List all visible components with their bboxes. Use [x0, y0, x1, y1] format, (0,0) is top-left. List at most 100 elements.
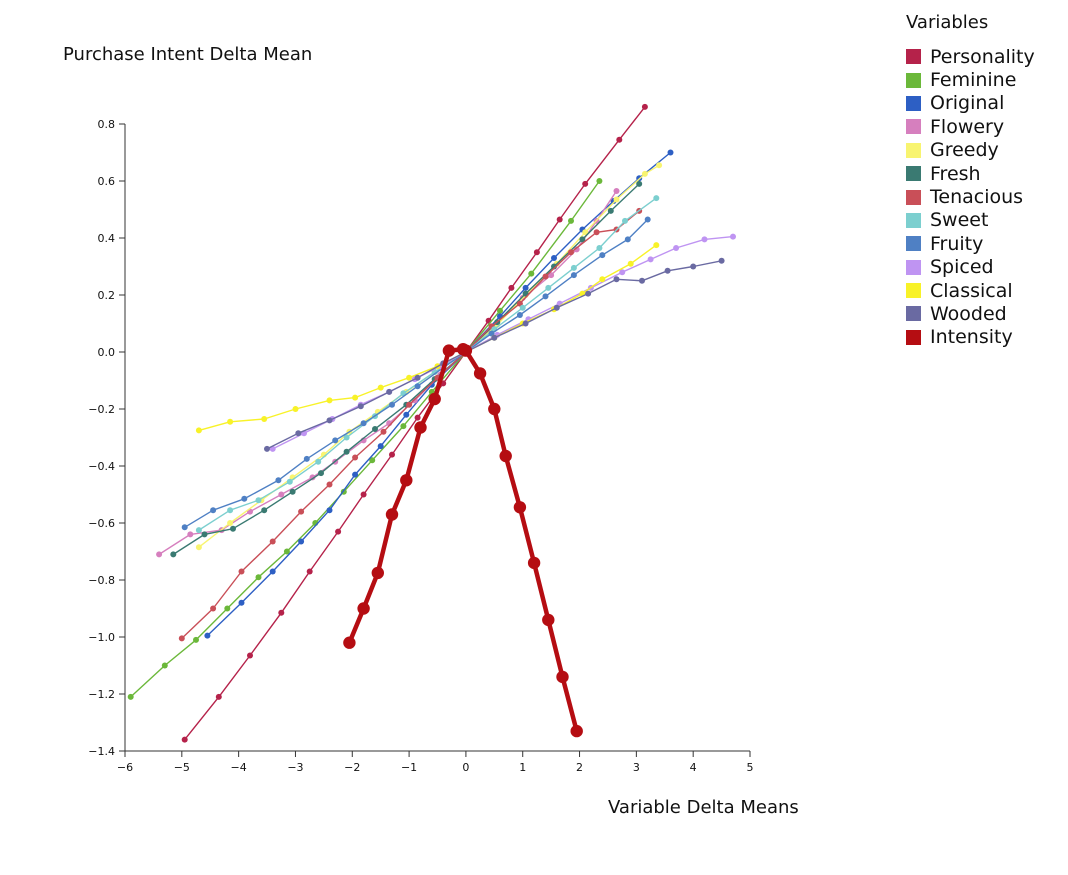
- y-tick-label: −0.2: [88, 403, 115, 416]
- series-sweet: [195, 195, 660, 534]
- data-point-personality: [181, 736, 188, 743]
- data-point-intensity: [442, 344, 456, 357]
- data-point-tenacious: [593, 229, 600, 236]
- data-point-intensity: [357, 602, 370, 615]
- y-tick: −1.2: [88, 688, 125, 701]
- x-tick: −1: [401, 751, 417, 774]
- data-point-intensity: [570, 724, 583, 738]
- legend-title: Variables: [906, 12, 989, 33]
- data-point-personality: [582, 180, 589, 187]
- data-point-spiced: [701, 236, 708, 243]
- data-point-wooded: [491, 334, 498, 341]
- legend-swatch: [906, 329, 921, 345]
- y-tick: −0.4: [88, 460, 125, 473]
- x-tick: 4: [690, 751, 697, 774]
- y-tick-label: −0.8: [88, 574, 115, 587]
- data-point-classical: [227, 418, 234, 425]
- data-point-original: [377, 443, 384, 450]
- y-tick-label: −0.4: [88, 460, 115, 473]
- data-point-tenacious: [178, 635, 185, 642]
- data-point-flowery: [278, 491, 285, 498]
- data-point-wooded: [718, 257, 725, 264]
- y-tick-label: −1.0: [88, 631, 115, 644]
- x-tick: 2: [576, 751, 583, 774]
- data-point-classical: [653, 242, 660, 249]
- data-point-original: [403, 411, 410, 418]
- data-point-feminine: [255, 574, 262, 581]
- x-tick: 1: [519, 751, 526, 774]
- data-point-feminine: [161, 662, 168, 669]
- data-point-feminine: [369, 457, 376, 464]
- legend-label: Fresh: [930, 162, 981, 185]
- data-point-intensity: [343, 636, 356, 649]
- data-point-sweet: [653, 195, 660, 202]
- data-point-classical: [195, 427, 202, 434]
- x-tick: −3: [287, 751, 304, 774]
- series-line-tenacious: [181, 210, 640, 639]
- data-point-feminine: [193, 636, 199, 643]
- data-point-tenacious: [238, 568, 245, 575]
- x-tick-label: 5: [747, 761, 754, 774]
- legend-label: Greedy: [930, 139, 999, 162]
- data-point-sweet: [343, 434, 350, 441]
- data-point-fresh: [343, 448, 350, 455]
- legend-item-fruity: Fruity: [906, 232, 1035, 255]
- data-point-fresh: [579, 236, 586, 243]
- data-point-greedy: [227, 520, 234, 526]
- legend-label: Original: [930, 92, 1005, 115]
- x-tick: 0: [462, 751, 469, 774]
- y-axis-label: Purchase Intent Delta Mean: [63, 44, 313, 65]
- data-point-wooded: [357, 403, 364, 410]
- data-point-fresh: [607, 207, 614, 214]
- x-tick-label: −1: [401, 761, 417, 774]
- data-point-original: [326, 507, 333, 514]
- data-point-wooded: [326, 417, 333, 424]
- data-point-wooded: [386, 388, 393, 395]
- legend-swatch: [906, 236, 921, 252]
- data-point-personality: [641, 103, 648, 110]
- legend-label: Intensity: [930, 326, 1013, 349]
- data-point-greedy: [641, 170, 648, 177]
- series-line-intensity: [347, 346, 579, 732]
- data-point-fruity: [542, 293, 549, 300]
- data-point-feminine: [568, 217, 574, 224]
- data-point-tenacious: [568, 249, 574, 256]
- series-line-sweet: [198, 197, 657, 531]
- y-tick: 0.6: [98, 175, 125, 188]
- data-point-fresh: [170, 551, 177, 558]
- data-point-flowery: [187, 531, 194, 538]
- data-point-original: [352, 471, 359, 478]
- data-point-wooded: [264, 445, 270, 452]
- x-tick-label: −2: [344, 761, 360, 774]
- data-point-feminine: [596, 178, 603, 184]
- x-tick-label: −6: [117, 761, 133, 774]
- legend: Variables Personality Feminine Original Flo…: [906, 12, 1035, 349]
- legend-swatch: [906, 212, 921, 228]
- data-point-fruity: [389, 401, 395, 408]
- legend-swatch: [906, 49, 921, 65]
- data-point-intensity: [459, 344, 473, 357]
- series-line-original: [206, 151, 671, 637]
- data-point-fruity: [303, 455, 310, 462]
- data-point-tenacious: [380, 428, 387, 435]
- data-point-classical: [377, 384, 384, 391]
- data-point-spiced: [619, 269, 626, 276]
- data-point-tenacious: [269, 538, 276, 545]
- series-line-spiced: [272, 235, 734, 450]
- series-line-classical: [198, 244, 657, 432]
- data-point-intensity: [385, 508, 399, 521]
- data-point-intensity: [400, 474, 413, 487]
- legend-label: Flowery: [930, 115, 1005, 138]
- data-point-intensity: [473, 367, 487, 380]
- data-point-original: [298, 538, 305, 545]
- data-point-fruity: [414, 383, 421, 390]
- series-spiced: [269, 233, 736, 452]
- legend-swatch: [906, 119, 921, 135]
- data-point-wooded: [295, 430, 302, 437]
- legend-label: Fruity: [930, 232, 984, 255]
- series-line-wooded: [266, 260, 722, 450]
- legend-label: Spiced: [930, 256, 994, 279]
- x-tick-label: 2: [576, 761, 583, 774]
- legend-item-flowery: Flowery: [906, 115, 1035, 138]
- data-point-fruity: [570, 272, 577, 279]
